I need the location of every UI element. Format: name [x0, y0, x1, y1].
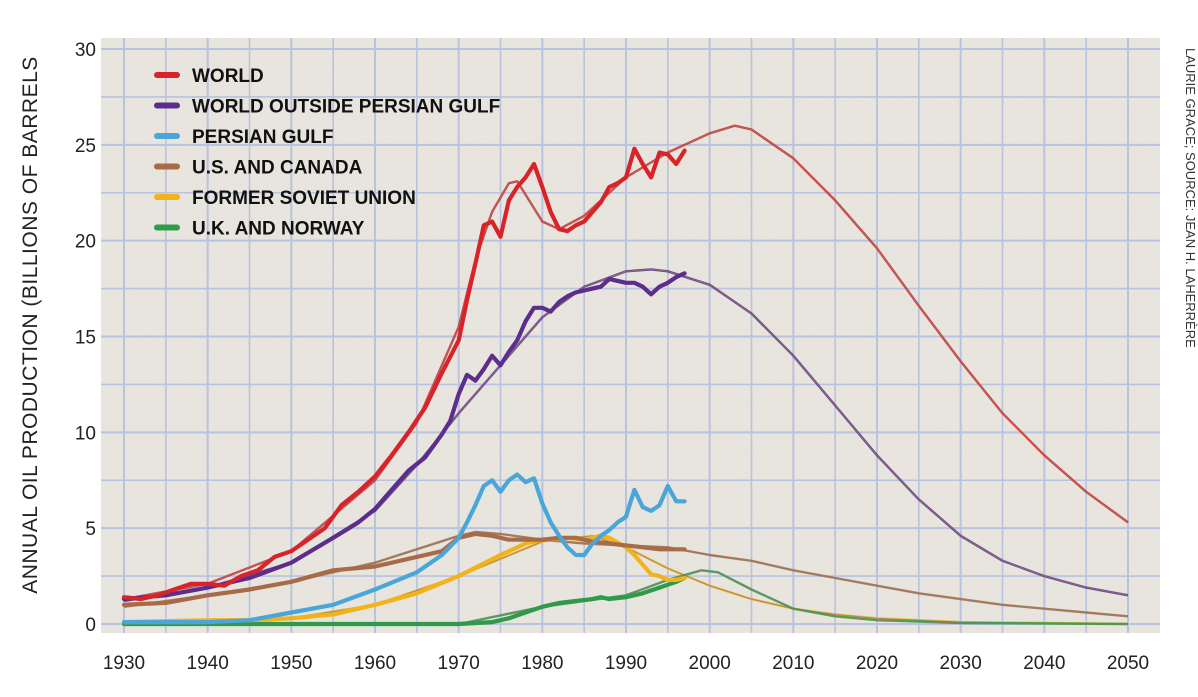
y-tick-label: 15 [75, 328, 96, 349]
legend: WORLD WORLD OUTSIDE PERSIAN GULF PERSIAN G… [154, 66, 500, 240]
x-tick-label: 1970 [438, 653, 480, 674]
y-axis-ticks: 0 5 10 15 20 25 30 [75, 40, 96, 636]
legend-label: WORLD [192, 66, 264, 87]
x-tick-label: 2020 [856, 653, 898, 674]
legend-item: U.K. AND NORWAY [154, 219, 365, 240]
x-tick-label: 1940 [187, 653, 229, 674]
legend-item: U.S. AND CANADA [154, 158, 363, 179]
x-axis-ticks: 1930 1940 1950 1960 1970 1980 1990 2000 2010 2020… [103, 653, 1149, 674]
x-tick-label: 1960 [354, 653, 396, 674]
y-tick-label: 25 [75, 136, 96, 157]
x-tick-label: 1930 [103, 653, 145, 674]
actual-curve-u-s-and-canada [121, 531, 687, 607]
actual-curve-persian-gulf [121, 472, 687, 625]
plot-area [101, 38, 1160, 633]
actual-curve-u-k-and-norway [121, 575, 687, 627]
legend-label: PERSIAN GULF [192, 127, 333, 148]
legend-label: WORLD OUTSIDE PERSIAN GULF [192, 97, 500, 118]
model-curves [123, 124, 1129, 626]
actual-curves [121, 146, 687, 627]
source-credit: LAURIE GRACE; SOURCE: JEAN H. LAHERRÈRE [1183, 48, 1198, 348]
grid [101, 38, 1160, 633]
model-curve-core [123, 535, 1129, 625]
model-curve-core [123, 531, 1129, 617]
x-tick-label: 2030 [940, 653, 982, 674]
x-tick-label: 1990 [605, 653, 647, 674]
legend-item: WORLD OUTSIDE PERSIAN GULF [154, 97, 500, 118]
x-tick-label: 1950 [270, 653, 312, 674]
x-tick-label: 1980 [521, 653, 563, 674]
y-tick-label: 5 [85, 519, 96, 540]
legend-item: PERSIAN GULF [154, 127, 333, 148]
legend-item: WORLD [154, 66, 264, 87]
y-axis-label: ANNUAL OIL PRODUCTION (BILLIONS OF BARRE… [19, 56, 42, 594]
actual-curve-world [121, 146, 687, 602]
x-tick-label: 2000 [689, 653, 731, 674]
legend-item: FORMER SOVIET UNION [154, 188, 416, 209]
x-tick-label: 2040 [1023, 653, 1065, 674]
x-tick-label: 2010 [772, 653, 814, 674]
y-tick-label: 20 [75, 232, 96, 253]
legend-label: U.S. AND CANADA [192, 158, 363, 179]
legend-label: FORMER SOVIET UNION [192, 188, 416, 209]
y-tick-label: 10 [75, 423, 96, 444]
actual-curve-world-outside-persian-gulf [121, 271, 687, 602]
legend-label: U.K. AND NORWAY [192, 219, 365, 240]
y-tick-label: 30 [75, 40, 96, 61]
y-tick-label: 0 [85, 615, 96, 636]
x-tick-label: 2050 [1107, 653, 1149, 674]
